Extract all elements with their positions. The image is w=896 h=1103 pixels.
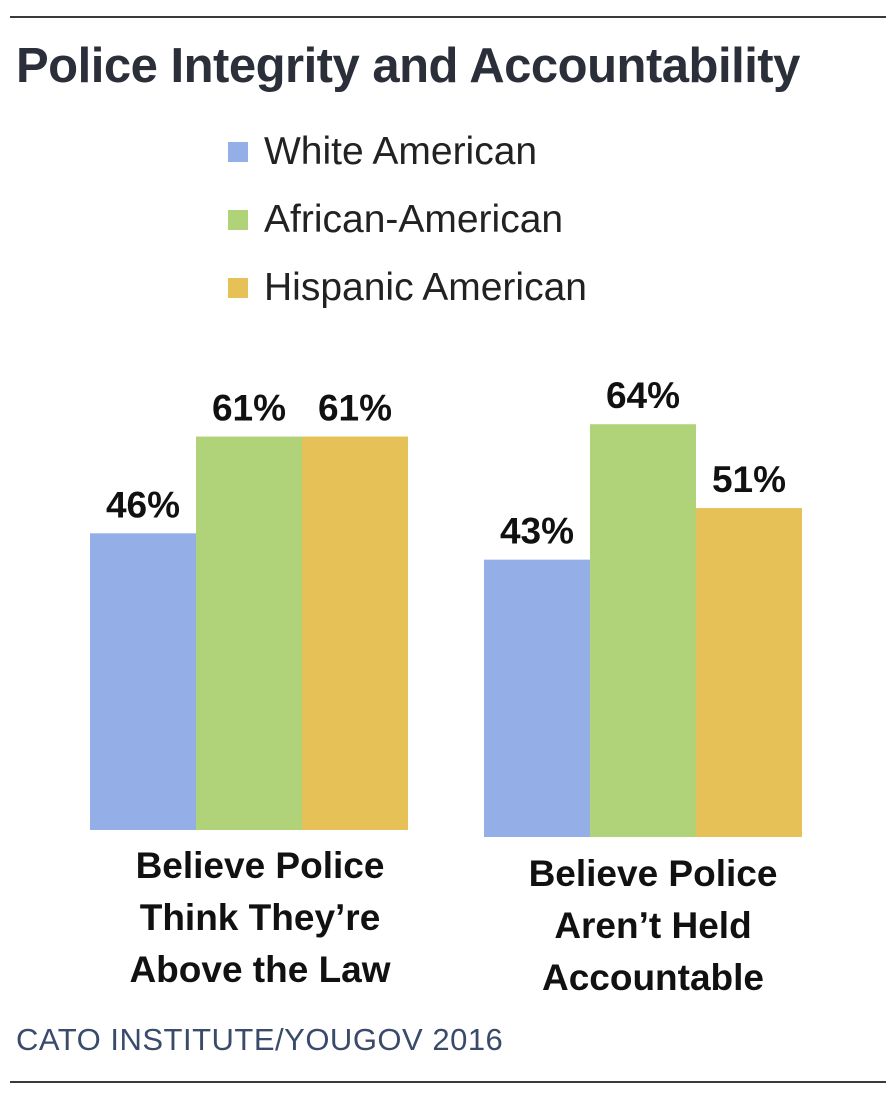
chart-title: Police Integrity and Accountability [16,39,800,93]
bar-above-the-law-african-american [196,436,302,830]
bottom-rule [10,1081,886,1083]
source-credit: CATO INSTITUTE/YOUGOV 2016 [16,1022,504,1057]
bar-not-held-accountable-white-american [484,559,590,837]
legend-item-hispanic-american: Hispanic American [228,254,587,322]
bar-above-the-law-white-american [90,533,196,830]
data-label-above-the-law-white-american: 46% [106,484,180,525]
legend-swatch-hispanic-american [228,278,248,298]
top-rule [10,16,886,18]
legend-item-white-american: White American [228,118,587,186]
data-label-not-held-accountable-white-american: 43% [500,511,574,552]
category-label-not-held-accountable: Believe Police Aren’t Held Accountable [528,853,778,998]
bar-not-held-accountable-african-american [590,424,696,837]
data-label-above-the-law-african-american: 61% [212,388,286,429]
category-label-above-the-law: Believe Police Think They’re Above the L… [129,845,391,990]
legend-swatch-african-american [228,210,248,230]
legend: White American African-American Hispanic… [228,118,587,322]
data-label-above-the-law-hispanic-american: 61% [318,388,392,429]
legend-label-hispanic-american: Hispanic American [264,266,587,309]
legend-swatch-white-american [228,142,248,162]
data-label-not-held-accountable-hispanic-american: 51% [712,459,786,500]
data-label-not-held-accountable-african-american: 64% [606,375,680,416]
bar-not-held-accountable-hispanic-american [696,508,802,837]
legend-label-african-american: African-American [264,198,564,241]
legend-label-white-american: White American [264,130,538,173]
bar-above-the-law-hispanic-american [302,436,408,830]
legend-item-african-american: African-American [228,186,587,254]
